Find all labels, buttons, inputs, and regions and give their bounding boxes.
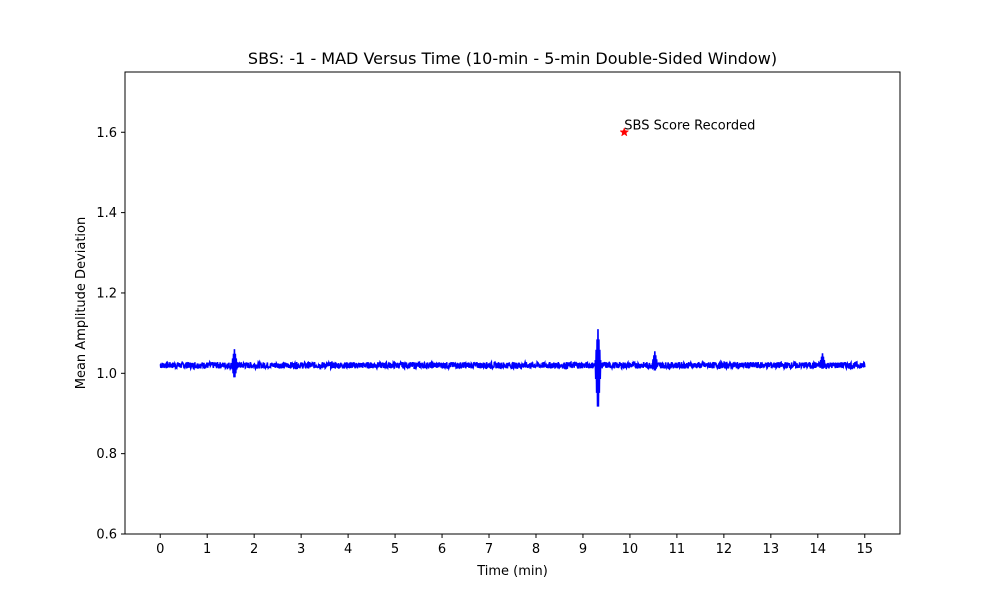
x-tick-label: 5 xyxy=(391,542,399,557)
plot-area xyxy=(159,329,866,407)
x-tick-label: 0 xyxy=(156,542,164,557)
x-tick-label: 1 xyxy=(203,542,211,557)
chart-title: SBS: -1 - MAD Versus Time (10-min - 5-mi… xyxy=(248,49,777,68)
x-tick-label: 10 xyxy=(622,542,639,557)
y-tick-label: 1.2 xyxy=(96,286,117,301)
annotation-layer: SBS Score Recorded xyxy=(619,118,755,137)
x-tick-label: 6 xyxy=(438,542,446,557)
x-tick-label: 14 xyxy=(810,542,827,557)
x-tick-label: 9 xyxy=(579,542,587,557)
y-tick-label: 1.6 xyxy=(96,126,117,141)
sbs-marker-star-icon xyxy=(619,127,630,137)
annotation-text: SBS Score Recorded xyxy=(624,118,755,133)
x-tick-label: 4 xyxy=(344,542,352,557)
x-axis-label: Time (min) xyxy=(476,564,548,579)
x-tick-label: 11 xyxy=(669,542,686,557)
x-tick-label: 3 xyxy=(297,542,305,557)
y-axis-label: Mean Amplitude Deviation xyxy=(74,217,89,390)
series-spike xyxy=(819,353,826,369)
x-tick-label: 7 xyxy=(485,542,493,557)
series-spike xyxy=(594,329,602,407)
y-tick-label: 1.0 xyxy=(96,367,117,382)
y-tick-label: 0.8 xyxy=(96,447,117,462)
x-tick-label: 2 xyxy=(250,542,258,557)
x-tick-label: 15 xyxy=(856,542,873,557)
series-line xyxy=(159,358,866,372)
x-tick-label: 12 xyxy=(716,542,733,557)
x-axis: 0 1 2 3 4 5 6 7 8 9 10 11 12 13 14 15 xyxy=(156,534,873,557)
series-spike xyxy=(651,351,659,371)
x-tick-label: 13 xyxy=(763,542,780,557)
y-tick-label: 0.6 xyxy=(96,528,117,543)
x-tick-label: 8 xyxy=(532,542,540,557)
y-tick-label: 1.4 xyxy=(96,206,117,221)
plot-frame xyxy=(124,71,901,535)
series-spike xyxy=(230,349,238,378)
y-axis: 0.6 0.8 1.0 1.2 1.4 1.6 xyxy=(96,126,125,543)
